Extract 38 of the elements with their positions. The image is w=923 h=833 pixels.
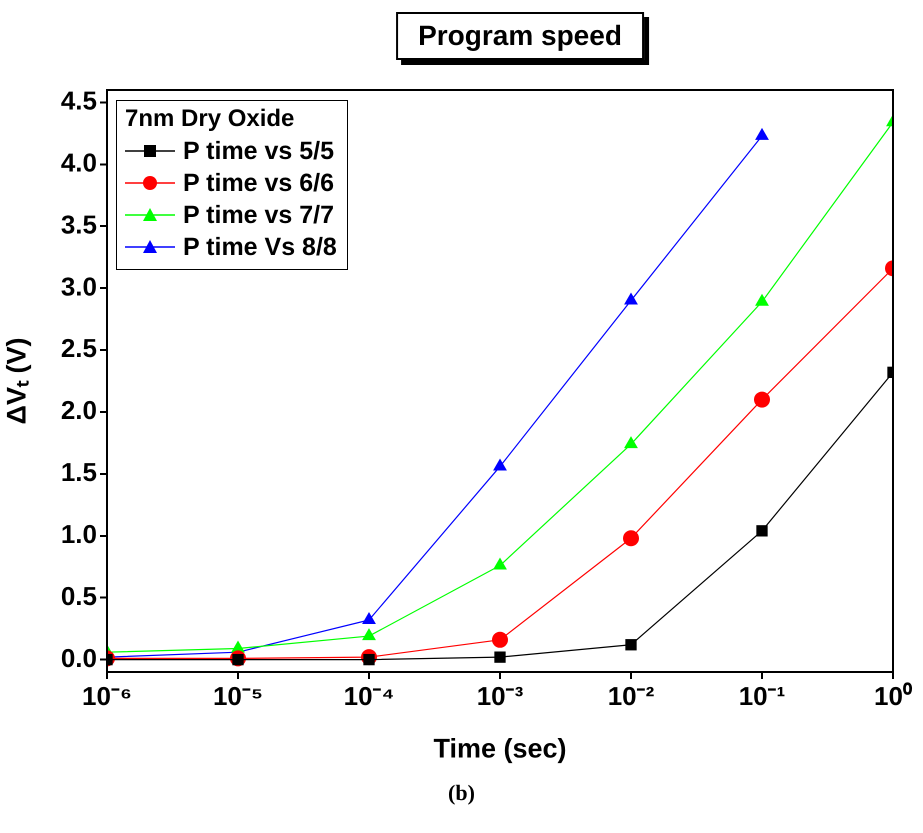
y-tick-label: 0.0 (60, 642, 97, 673)
y-tick-label: 1.5 (60, 457, 97, 488)
point (623, 530, 639, 546)
point (624, 436, 638, 448)
y-tick-label: 3.5 (60, 209, 97, 240)
x-tick-label: 10⁰ (874, 680, 913, 711)
y-tick-label: 4.5 (60, 86, 97, 116)
y-tick-label: 2.0 (60, 395, 97, 426)
point (754, 392, 770, 408)
point (493, 458, 507, 470)
point (755, 128, 769, 140)
point (755, 294, 769, 306)
legend-label: P time Vs 8/8 (183, 232, 337, 262)
x-tick-label: 10⁻⁶ (82, 680, 132, 711)
point (492, 632, 508, 648)
x-axis-title: Time (sec) (433, 733, 567, 764)
y-tick-label: 1.0 (60, 518, 97, 549)
point (493, 558, 507, 570)
x-tick-label: 10⁻² (608, 680, 655, 711)
point (494, 651, 506, 663)
y-tick-label: 4.0 (60, 147, 97, 178)
x-tick-label: 10⁻⁴ (344, 680, 394, 711)
point (625, 639, 637, 650)
y-tick-label: 2.5 (60, 333, 97, 364)
x-tick-label: 10⁻¹ (738, 680, 786, 711)
x-tick-label: 10⁻⁵ (212, 680, 264, 711)
x-tick-label: 10⁻³ (476, 680, 524, 711)
y-axis-title: ΔVₜ (V) (2, 338, 32, 424)
chart-title: Program speed (396, 12, 644, 60)
legend-label: P time vs 6/6 (183, 168, 334, 198)
legend-label: P time vs 5/5 (183, 136, 334, 166)
legend-title: 7nm Dry Oxide (125, 105, 296, 133)
y-tick-label: 3.0 (60, 271, 97, 302)
point (756, 525, 768, 536)
legend-label: P time vs 7/7 (183, 200, 334, 230)
text: (b) (447, 780, 476, 806)
y-tick-label: 0.5 (60, 580, 97, 611)
point (624, 292, 638, 305)
